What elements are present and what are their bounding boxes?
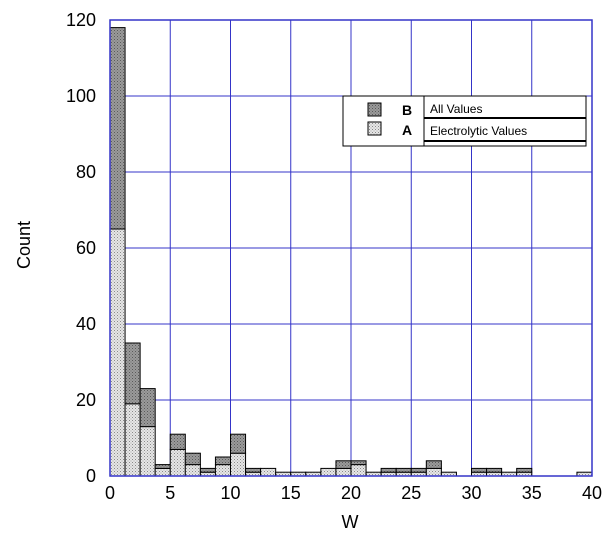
bar-b-7 xyxy=(214,456,231,466)
bar-a-4 xyxy=(169,448,186,477)
x-tick-label-5: 25 xyxy=(401,483,421,503)
bar-b-9 xyxy=(245,467,262,473)
bar-b-20 xyxy=(410,467,427,473)
legend-swatch-b xyxy=(367,102,382,117)
bar-a-21 xyxy=(425,467,442,477)
bar-a-16 xyxy=(350,464,367,477)
bar-a-7 xyxy=(214,464,231,477)
legend-frame xyxy=(342,95,587,147)
y-tick-labels: 0 20 40 60 80 100 120 xyxy=(66,10,96,486)
bar-b-18 xyxy=(380,467,397,473)
bar-b-25 xyxy=(486,467,503,473)
bar-b-16 xyxy=(350,460,367,466)
y-tick-label-5: 100 xyxy=(66,86,96,106)
bar-b-2 xyxy=(139,388,156,428)
bar-a-2 xyxy=(139,426,156,477)
y-tick-label-1: 20 xyxy=(76,390,96,410)
legend-key-a: A xyxy=(402,122,412,138)
bar-b-3 xyxy=(154,464,171,469)
bar-a-10 xyxy=(260,467,277,477)
x-tick-label-1: 5 xyxy=(165,483,175,503)
y-axis-label: Count xyxy=(14,221,34,269)
x-tick-labels: 0 5 10 15 20 25 30 35 40 xyxy=(105,483,602,503)
x-axis-label: W xyxy=(342,512,359,532)
bar-b-5 xyxy=(184,452,201,466)
legend: B All Values A Electrolytic Values xyxy=(342,95,587,147)
bar-b-21 xyxy=(425,460,442,469)
y-tick-label-3: 60 xyxy=(76,238,96,258)
bar-b-24 xyxy=(471,467,488,473)
x-tick-label-6: 30 xyxy=(461,483,481,503)
bar-a-8 xyxy=(230,452,247,477)
x-tick-label-2: 10 xyxy=(220,483,240,503)
bar-b-15 xyxy=(335,460,352,469)
bar-a-3 xyxy=(154,467,171,477)
legend-key-b: B xyxy=(402,102,412,118)
bar-a-15 xyxy=(335,467,352,477)
x-tick-label-8: 40 xyxy=(582,483,602,503)
y-tick-label-4: 80 xyxy=(76,162,96,182)
bar-b-27 xyxy=(516,467,533,473)
bar-a-1 xyxy=(124,403,141,477)
plot-frame xyxy=(109,19,593,477)
x-tick-label-4: 20 xyxy=(341,483,361,503)
bar-b-0 xyxy=(109,27,126,230)
y-tick-label-2: 40 xyxy=(76,314,96,334)
bar-b-8 xyxy=(230,433,247,454)
y-tick-label-6: 120 xyxy=(66,10,96,30)
x-tick-label-3: 15 xyxy=(281,483,301,503)
bar-a-14 xyxy=(320,467,337,477)
x-tick-label-7: 35 xyxy=(522,483,542,503)
bar-a-5 xyxy=(184,464,201,477)
bar-a-0 xyxy=(109,228,126,477)
grid-lines xyxy=(110,20,592,476)
y-tick-label-0: 0 xyxy=(86,466,96,486)
x-tick-label-0: 0 xyxy=(105,483,115,503)
legend-label-b: All Values xyxy=(430,102,482,116)
bar-b-1 xyxy=(124,342,141,405)
legend-swatch-a xyxy=(367,121,382,136)
bar-b-4 xyxy=(169,433,186,450)
bar-b-19 xyxy=(395,467,412,473)
bar-b-6 xyxy=(199,467,216,473)
legend-label-a: Electrolytic Values xyxy=(430,124,527,138)
